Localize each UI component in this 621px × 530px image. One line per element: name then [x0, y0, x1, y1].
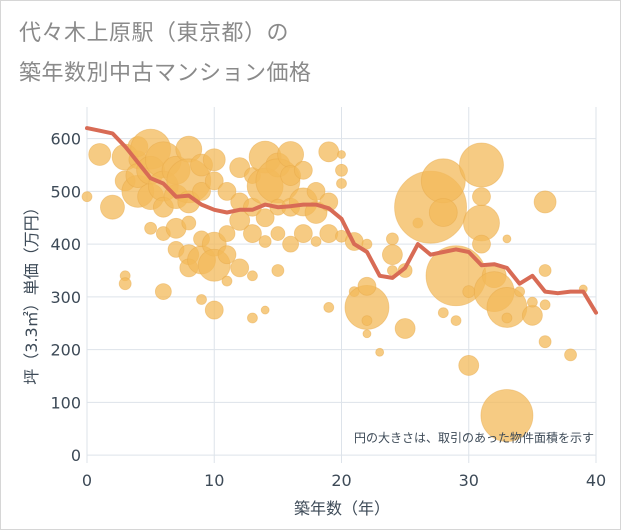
- data-bubble: [192, 181, 211, 201]
- data-bubble: [564, 348, 577, 362]
- data-bubble: [521, 304, 543, 326]
- data-bubble: [258, 235, 272, 248]
- data-bubble: [397, 263, 413, 278]
- data-bubble: [501, 312, 513, 324]
- data-bubble: [319, 224, 339, 243]
- data-bubble: [218, 225, 236, 242]
- data-bubble: [361, 315, 373, 327]
- data-bubble: [247, 312, 258, 324]
- data-bubble: [538, 335, 552, 349]
- y-tick-label: 200: [50, 341, 81, 360]
- data-bubble: [270, 226, 286, 241]
- bubble-size-note: 円の大きさは、取引のあった物件面積を示す: [354, 430, 594, 445]
- data-bubble: [293, 224, 313, 243]
- y-tick-label: 300: [50, 288, 81, 307]
- data-bubble: [458, 355, 480, 376]
- data-bubble: [181, 215, 197, 231]
- data-bubble: [217, 181, 237, 201]
- y-tick-label: 500: [50, 182, 81, 201]
- data-bubble: [88, 143, 112, 166]
- data-bubble: [318, 141, 340, 163]
- data-bubble: [539, 299, 551, 311]
- data-bubble: [459, 142, 504, 188]
- data-bubble: [394, 318, 416, 339]
- data-bubble: [381, 244, 403, 266]
- data-bubble: [472, 187, 491, 207]
- data-bubble: [538, 264, 552, 277]
- data-bubble: [293, 160, 313, 180]
- data-bubble: [502, 234, 512, 244]
- y-tick-label: 400: [50, 235, 81, 254]
- data-bubble: [243, 224, 262, 243]
- x-tick-label: 10: [204, 471, 224, 490]
- y-tick-label: 0: [71, 446, 81, 465]
- data-bubble: [202, 148, 226, 172]
- data-bubble: [247, 270, 258, 282]
- data-bubble: [335, 163, 348, 177]
- data-bubble: [100, 194, 125, 220]
- data-bubble: [480, 389, 534, 442]
- data-bubble: [81, 191, 93, 203]
- data-bubble: [255, 208, 275, 228]
- x-tick-label: 20: [331, 471, 351, 490]
- data-bubble: [204, 300, 224, 320]
- data-bubble: [361, 238, 373, 250]
- data-bubble: [118, 277, 132, 291]
- data-bubble: [271, 264, 285, 277]
- data-bubble: [217, 245, 237, 265]
- data-bubble: [323, 302, 335, 313]
- data-bubble: [375, 347, 385, 357]
- data-bubble: [337, 150, 346, 159]
- data-bubble: [472, 234, 491, 254]
- y-tick-label: 100: [50, 393, 81, 412]
- data-bubble: [306, 181, 326, 201]
- y-tick-label: 600: [50, 130, 81, 149]
- data-bubble: [420, 158, 466, 204]
- data-bubble: [437, 307, 449, 319]
- data-bubble: [514, 286, 526, 297]
- x-tick-label: 0: [82, 471, 92, 490]
- data-bubble: [533, 190, 557, 214]
- y-axis-title: 坪（3.3㎡）単価（万円）: [22, 199, 41, 384]
- data-bubble: [362, 329, 372, 339]
- bubble-series: [81, 128, 588, 442]
- average-price-line: [85, 126, 598, 315]
- data-bubble: [428, 198, 458, 227]
- x-tick-label: 30: [459, 471, 479, 490]
- data-bubble: [357, 276, 377, 296]
- data-bubble: [336, 178, 347, 189]
- data-bubble: [310, 236, 322, 247]
- x-axis-title: 築年数（年）: [294, 499, 390, 518]
- chart-title-line-2: 築年数別中古マンション価格: [19, 61, 312, 86]
- data-bubble: [385, 232, 399, 246]
- data-bubble: [230, 258, 250, 278]
- data-bubble: [462, 285, 476, 298]
- data-bubble: [221, 275, 233, 287]
- data-bubble: [144, 221, 158, 235]
- data-bubble: [260, 305, 270, 315]
- data-bubble: [526, 296, 538, 308]
- data-bubble: [450, 315, 462, 327]
- data-bubble: [204, 171, 224, 191]
- data-bubble: [196, 294, 207, 305]
- x-tick-label: 40: [586, 471, 606, 490]
- average-line-series: [85, 126, 598, 315]
- data-bubble: [282, 235, 300, 253]
- data-bubble: [154, 283, 172, 300]
- chart-title-line-1: 代々木上原駅（東京都）の: [19, 21, 290, 46]
